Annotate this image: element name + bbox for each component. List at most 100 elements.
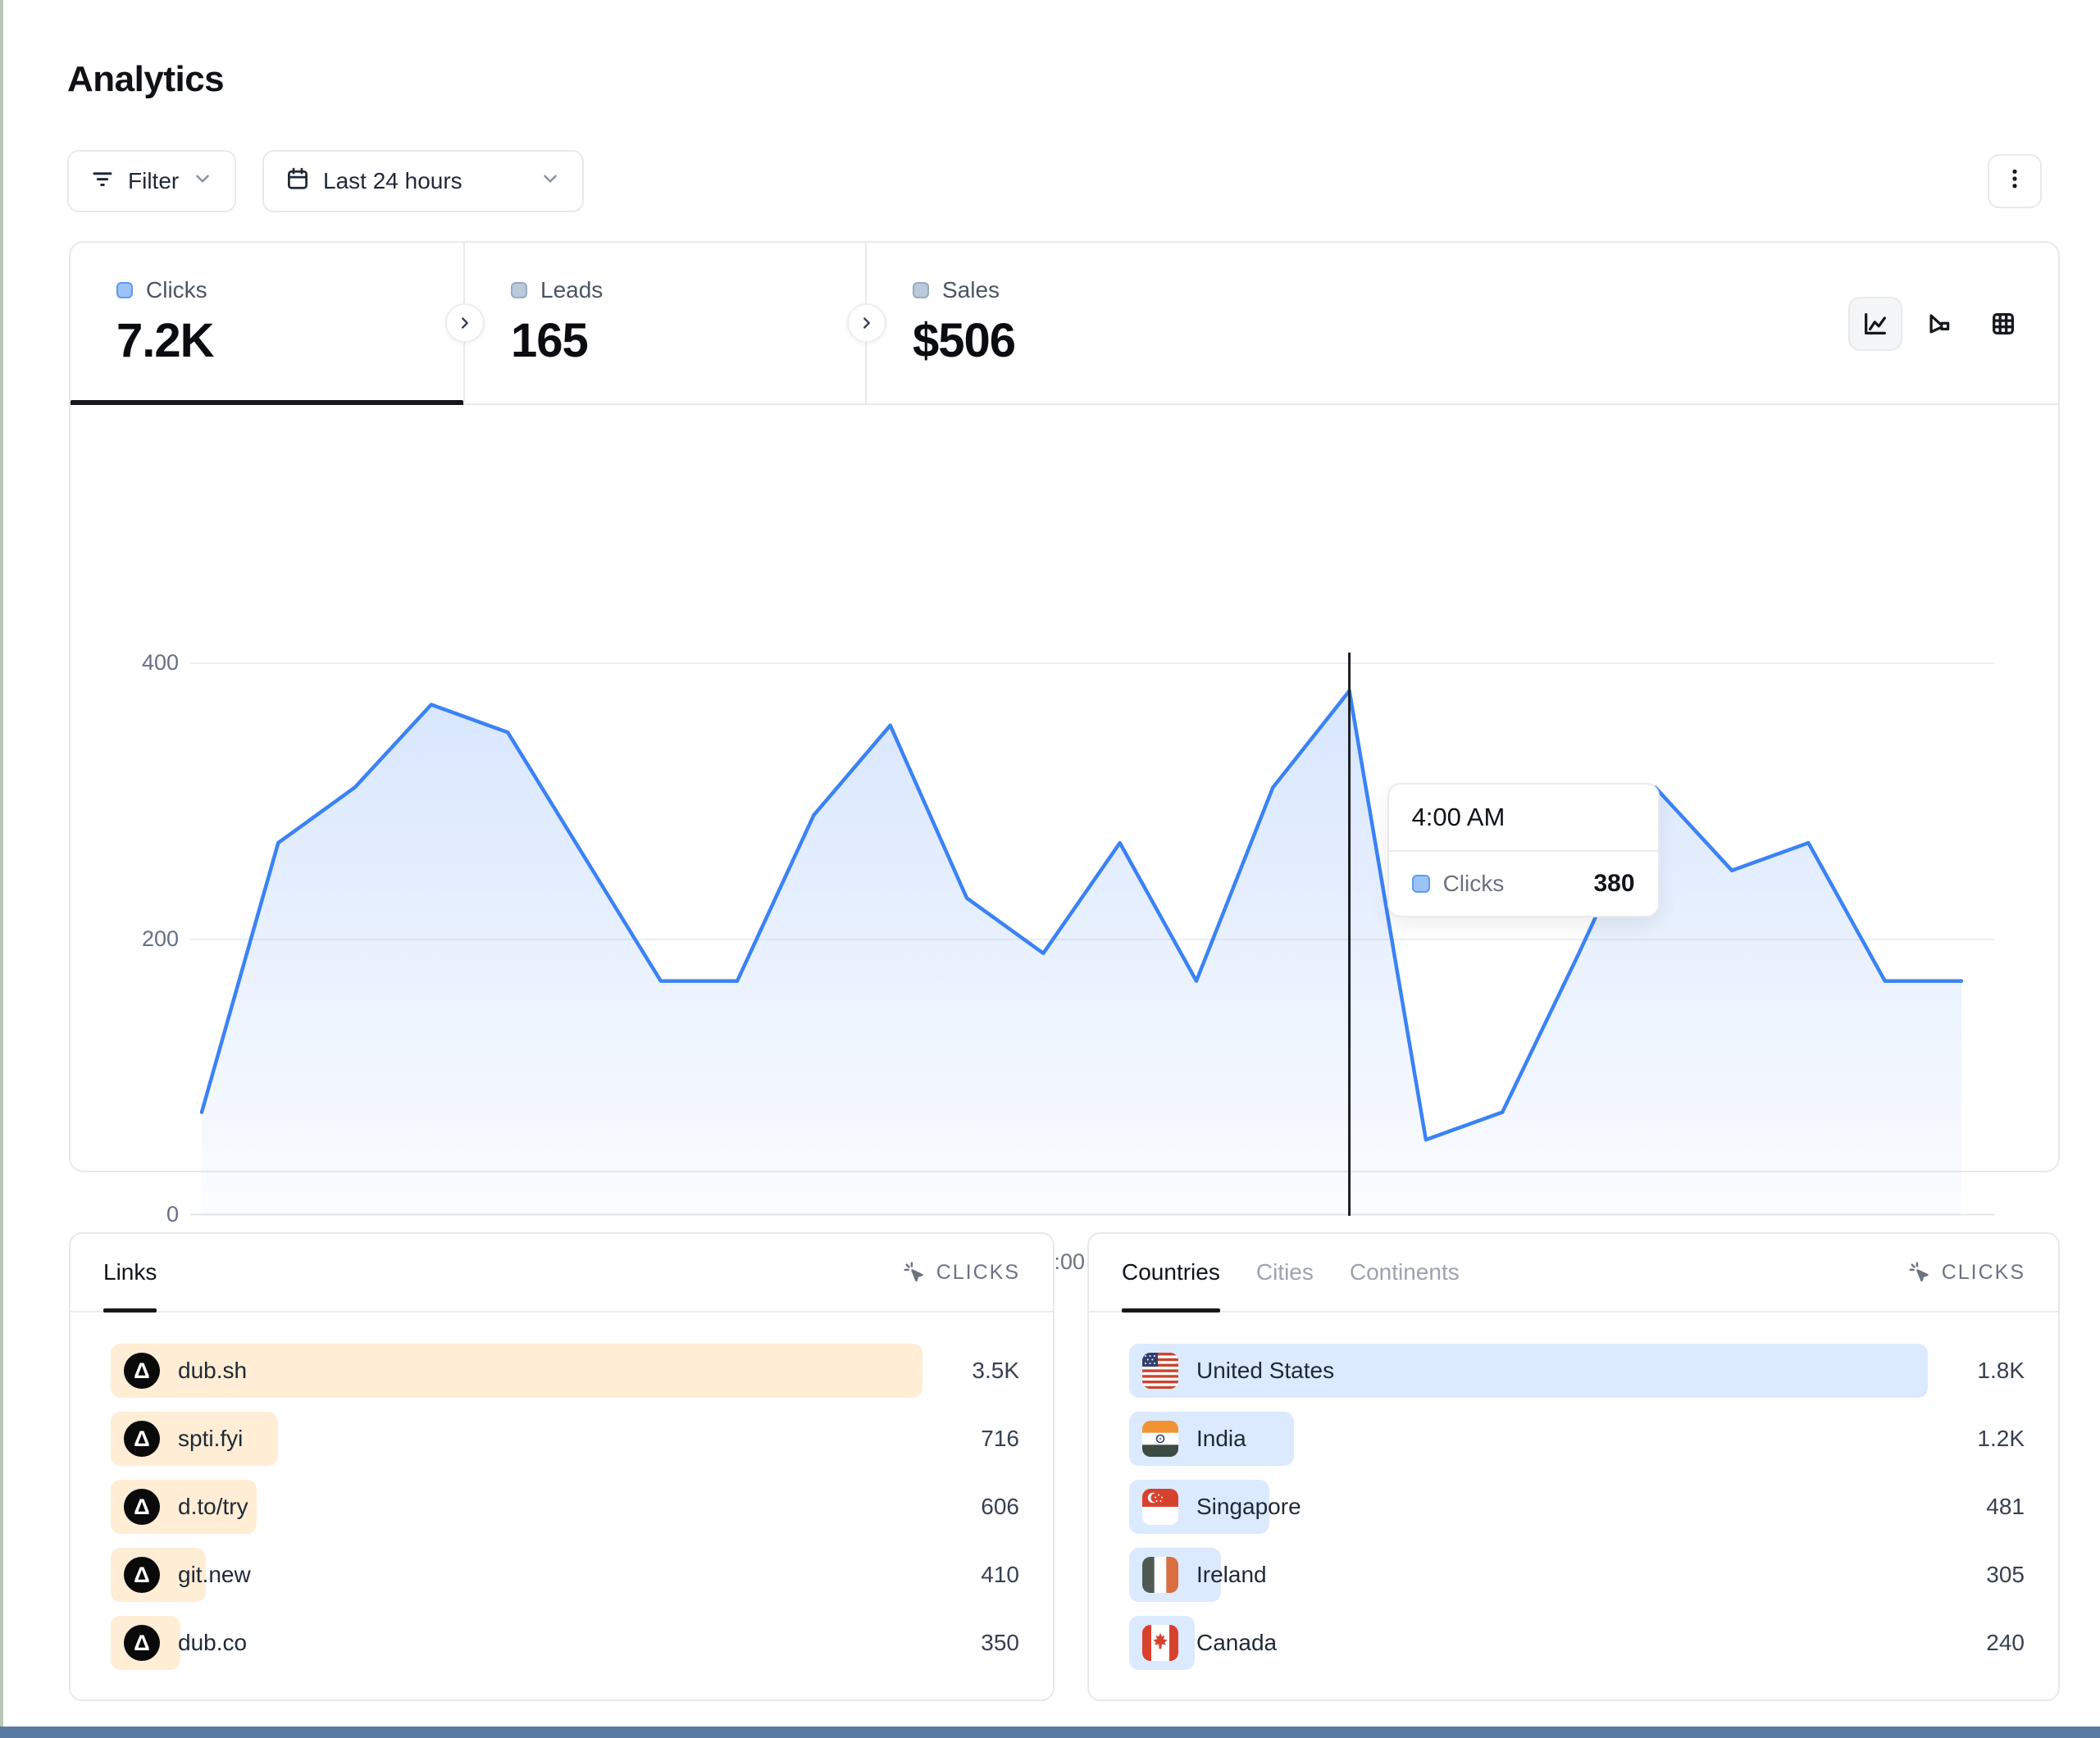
tab-links[interactable]: Links: [103, 1234, 157, 1313]
links-metric-label: CLICKS: [936, 1260, 1020, 1284]
tooltip-series-label: Clicks: [1442, 871, 1505, 896]
tab-countries[interactable]: Countries: [1122, 1234, 1220, 1313]
stat-label: Sales: [942, 277, 1000, 303]
row-bar: [1129, 1344, 1928, 1398]
dub-logo-icon: Δ: [124, 1489, 160, 1525]
tab-countries-label: Countries: [1122, 1259, 1220, 1285]
row-label: git.new: [178, 1562, 251, 1587]
sg-flag-icon: [1142, 1489, 1178, 1525]
stat-value: $506: [913, 314, 1016, 367]
in-flag-icon: [1142, 1421, 1178, 1457]
row-label: India: [1196, 1426, 1246, 1451]
country-row-singapore[interactable]: Singapore 481: [1129, 1480, 2025, 1534]
row-label: United States: [1196, 1358, 1335, 1383]
tooltip-series-swatch: [1411, 875, 1430, 893]
chevron-down-icon: [192, 168, 213, 195]
row-label: d.to/try: [178, 1494, 248, 1519]
tooltip-time: 4:00 AM: [1388, 785, 1658, 852]
filter-button[interactable]: Filter: [67, 150, 237, 212]
y-tick-label: 400: [141, 650, 179, 675]
filter-button-label: Filter: [128, 168, 180, 193]
links-metric-selector[interactable]: CLICKS: [902, 1260, 1020, 1285]
chevron-right-icon: [462, 317, 468, 329]
calendar-icon: [285, 166, 310, 197]
chart-canvas: [190, 653, 1994, 1216]
country-row-ireland[interactable]: Ireland 305: [1129, 1548, 2025, 1602]
more-options-button[interactable]: [1988, 154, 2042, 208]
row-value: 3.5K: [972, 1358, 1019, 1383]
sales-series-swatch: [913, 282, 929, 298]
row-label: Canada: [1196, 1630, 1278, 1655]
chart-line: [199, 689, 1964, 1142]
y-tick-label: 0: [166, 1201, 179, 1226]
clicks-series-swatch: [116, 282, 133, 298]
country-row-canada[interactable]: Canada 240: [1129, 1616, 2025, 1670]
y-tick-label: 200: [141, 926, 179, 951]
dub-logo-icon: Δ: [124, 1625, 160, 1661]
stat-value: 165: [511, 314, 589, 367]
row-value: 716: [981, 1426, 1019, 1451]
stat-tab-sales[interactable]: Sales $506: [867, 243, 2058, 403]
tab-cities-label: Cities: [1255, 1259, 1314, 1285]
row-value: 606: [981, 1494, 1019, 1519]
tooltip-value: 380: [1593, 870, 1635, 897]
stat-label: Leads: [540, 277, 604, 303]
country-row-united-states[interactable]: United States 1.8K: [1129, 1344, 2025, 1398]
stat-label: Clicks: [146, 277, 207, 303]
cursor-click-icon: [1909, 1262, 1929, 1282]
stats-tabs-row: Clicks 7.2K Leads 165 Sales $506: [71, 243, 2058, 405]
line-chart-view-button[interactable]: [1848, 297, 1902, 351]
date-range-label: Last 24 hours: [323, 168, 462, 193]
us-flag-icon: [1142, 1353, 1178, 1389]
stat-tab-leads[interactable]: Leads 165: [465, 243, 867, 403]
kebab-icon: [2002, 166, 2027, 197]
countries-metric-selector[interactable]: CLICKS: [1907, 1260, 2025, 1285]
row-value: 305: [1986, 1562, 2025, 1587]
tab-continents-label: Continents: [1349, 1259, 1460, 1285]
page-title: Analytics: [67, 59, 225, 99]
row-value: 350: [981, 1630, 1019, 1655]
line-chart-icon: [1865, 313, 1886, 334]
row-value: 240: [1986, 1630, 2025, 1655]
tab-continents[interactable]: Continents: [1350, 1234, 1460, 1311]
row-label: Ireland: [1196, 1562, 1267, 1587]
grid-icon: [1993, 313, 2014, 334]
countries-panel: Countries Cities Continents CLICKS Unite…: [1087, 1232, 2060, 1701]
analytics-card: Clicks 7.2K Leads 165 Sales $506: [69, 241, 2060, 1274]
row-value: 1.2K: [1977, 1426, 2025, 1451]
chart-type-switcher: [1848, 297, 2030, 351]
table-view-button[interactable]: [1976, 297, 2030, 351]
window-edge-bottom: [0, 1727, 2100, 1738]
expand-clicks-leads-button[interactable]: [445, 303, 485, 343]
chart-area-fill: [202, 690, 1961, 1216]
country-row-india[interactable]: India 1.2K: [1129, 1412, 2025, 1466]
row-label: spti.fyi: [178, 1426, 244, 1451]
row-label: dub.sh: [178, 1358, 248, 1383]
tab-cities[interactable]: Cities: [1256, 1234, 1314, 1311]
dub-logo-icon: Δ: [124, 1353, 160, 1389]
active-tab-underline: [71, 400, 463, 405]
row-value: 481: [1986, 1494, 2025, 1519]
ca-flag-icon: [1142, 1625, 1178, 1661]
row-label: dub.co: [178, 1630, 248, 1655]
date-range-button[interactable]: Last 24 hours: [262, 150, 584, 212]
dub-logo-icon: Δ: [124, 1421, 160, 1457]
stat-tab-clicks[interactable]: Clicks 7.2K: [71, 243, 465, 405]
chart-tooltip: 4:00 AM Clicks 380: [1387, 783, 1660, 917]
expand-leads-sales-button[interactable]: [847, 303, 886, 343]
row-value: 1.8K: [1977, 1358, 2025, 1383]
countries-metric-label: CLICKS: [1941, 1260, 2025, 1284]
filter-icon: [90, 166, 115, 197]
ie-flag-icon: [1142, 1557, 1178, 1593]
dub-logo-icon: Δ: [124, 1557, 160, 1593]
stat-value: 7.2K: [116, 314, 215, 367]
funnel-view-button[interactable]: [1912, 297, 1966, 351]
window-edge-left: [0, 0, 3, 1738]
